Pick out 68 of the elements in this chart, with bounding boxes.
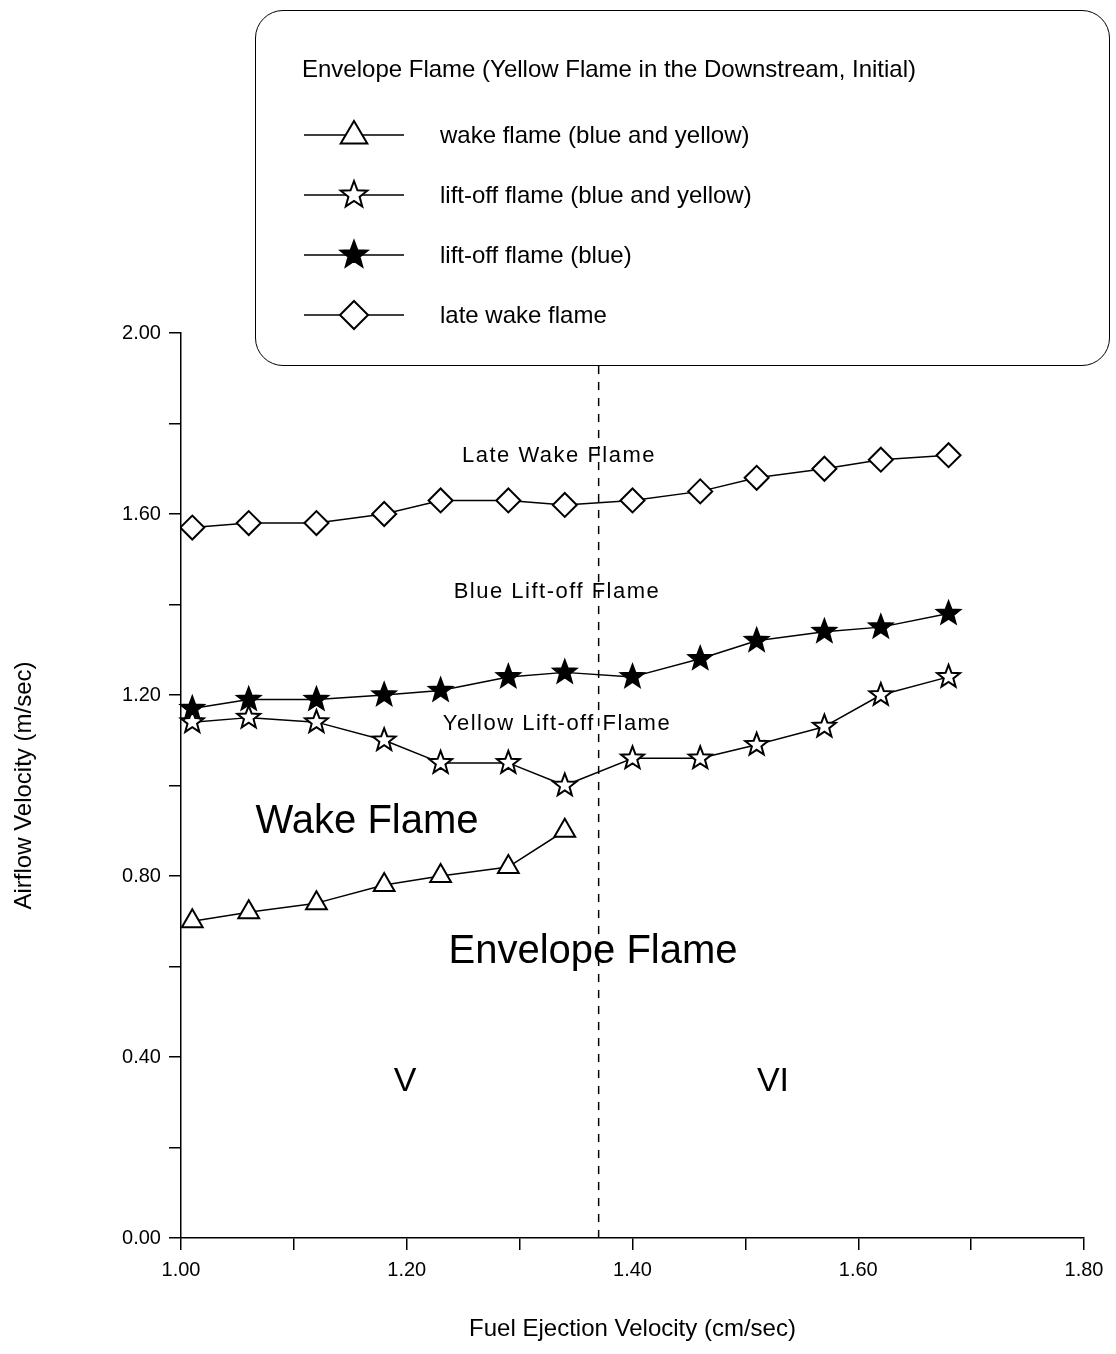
point — [868, 682, 894, 706]
legend-label: late wake flame — [440, 301, 607, 329]
point — [181, 514, 206, 541]
point — [687, 745, 713, 770]
point — [303, 510, 330, 537]
point — [495, 487, 522, 514]
point — [744, 731, 770, 756]
point — [936, 663, 961, 688]
point — [371, 727, 397, 751]
y-tick-label: 0.80 — [122, 863, 161, 886]
point — [304, 686, 329, 711]
point — [811, 455, 838, 482]
y-tick-label: 0.40 — [122, 1044, 161, 1067]
point — [304, 709, 329, 733]
point — [371, 501, 398, 527]
point — [179, 695, 205, 720]
x-axis-title: Fuel Ejection Velocity (cm/sec) — [469, 1314, 796, 1342]
annotation: Blue Lift-off Flame — [453, 578, 661, 604]
legend-label: lift-off flame (blue) — [440, 241, 632, 269]
point — [619, 487, 646, 514]
point — [620, 745, 645, 770]
point — [428, 677, 454, 702]
point — [552, 659, 578, 684]
annotation: Yellow Lift-off Flame — [442, 710, 672, 736]
point — [551, 491, 578, 518]
point — [236, 704, 262, 729]
point — [620, 663, 645, 688]
point — [811, 713, 837, 738]
point — [744, 627, 770, 652]
point — [427, 487, 454, 514]
point — [687, 478, 714, 505]
annotation: Wake Flame — [255, 797, 479, 842]
legend-label: lift-off flame (blue and yellow) — [440, 181, 752, 209]
point — [811, 618, 837, 643]
annotation: Envelope Flame — [448, 927, 738, 972]
point — [372, 872, 396, 893]
legend-label: wake flame (blue and yellow) — [440, 121, 750, 149]
point — [687, 645, 713, 670]
point — [553, 817, 577, 838]
y-tick-label: 2.00 — [122, 320, 161, 343]
x-tick-label: 1.80 — [1064, 1257, 1104, 1280]
point — [496, 853, 520, 874]
point — [237, 899, 261, 920]
x-tick-label: 1.60 — [838, 1257, 878, 1280]
point — [867, 446, 894, 473]
y-tick-label: 0.00 — [122, 1225, 161, 1248]
point — [428, 749, 454, 774]
point — [935, 442, 962, 469]
point — [305, 890, 328, 911]
annotation: Late Wake Flame — [461, 442, 657, 468]
point — [495, 749, 521, 774]
y-tick-label: 1.60 — [122, 501, 161, 524]
y-axis-title: Airflow Velocity (m/sec) — [9, 661, 37, 910]
point — [868, 614, 894, 638]
legend-title: Envelope Flame (Yellow Flame in the Downstream, Initial) — [302, 55, 918, 83]
annotation: VI — [756, 1060, 790, 1099]
point — [552, 772, 578, 797]
annotation: V — [393, 1060, 417, 1099]
point — [371, 682, 397, 706]
point — [495, 663, 521, 688]
point — [181, 908, 204, 929]
point — [743, 464, 770, 491]
x-tick-label: 1.40 — [613, 1257, 652, 1280]
x-tick-label: 1.20 — [387, 1257, 427, 1280]
x-tick-label: 1.00 — [161, 1257, 201, 1280]
point — [429, 863, 453, 883]
point — [235, 510, 262, 537]
y-tick-label: 1.20 — [122, 682, 161, 705]
